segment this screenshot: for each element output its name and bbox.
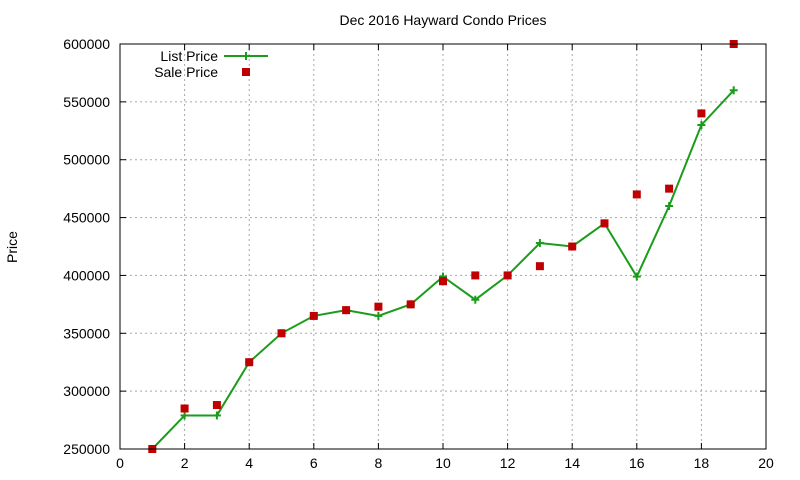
y-tick-label: 300000 (63, 383, 110, 399)
sale-price-point (212, 401, 221, 410)
list-price-point (729, 86, 738, 95)
sale-price-point (245, 358, 254, 367)
list-price-point (697, 121, 706, 129)
sale-price-point (600, 219, 609, 228)
grid-layer (120, 44, 766, 449)
sale-price-point (374, 302, 383, 311)
y-tick-label: 450000 (63, 210, 110, 226)
x-tick-label: 14 (564, 455, 580, 471)
sale-price-point (535, 262, 544, 271)
sale-price-point (180, 404, 189, 413)
x-tick-label: 12 (500, 455, 516, 471)
list-price-point (665, 202, 674, 210)
sale-price-point (439, 277, 447, 286)
sale-price-point (568, 242, 577, 251)
list-price-point (180, 411, 189, 420)
tick-layer: 0 2 4 6 8 10 12 14 16 18 20 250000 300000 350000 40000… (63, 36, 774, 471)
list-price-point (374, 311, 383, 320)
x-tick-label: 0 (116, 455, 124, 471)
list-price-point (471, 295, 480, 304)
sale-price-point (277, 329, 286, 338)
sale-price-point (342, 306, 351, 315)
legend-label: List Price (160, 48, 218, 64)
sale-price-point (665, 184, 674, 193)
x-tick-label: 10 (435, 455, 451, 471)
sale-price-point (406, 300, 415, 309)
x-tick-label: 16 (629, 455, 645, 471)
x-tick-label: 8 (375, 455, 383, 471)
list-price-point (212, 411, 221, 420)
y-tick-label: 600000 (63, 36, 110, 52)
x-tick-label: 2 (181, 455, 189, 471)
y-tick-label: 350000 (63, 325, 110, 341)
y-tick-label: 550000 (63, 94, 110, 110)
y-axis-label: Price (4, 231, 20, 263)
list-price-point (632, 272, 641, 281)
chart-title: Dec 2016 Hayward Condo Prices (340, 12, 547, 28)
y-tick-label: 500000 (63, 152, 110, 168)
x-tick-label: 20 (758, 455, 774, 471)
sale-price-point (309, 311, 318, 320)
sale-price-point (503, 271, 512, 280)
list-price-point (535, 239, 544, 248)
series-layer (148, 40, 738, 453)
y-tick-label: 250000 (63, 441, 110, 457)
legend-square-swatch (242, 68, 250, 76)
legend-plus-swatch (242, 52, 250, 60)
y-tick-label: 400000 (63, 267, 110, 283)
x-tick-label: 6 (310, 455, 318, 471)
sale-price-point (632, 190, 641, 199)
legend-label: Sale Price (154, 64, 218, 80)
sale-price-point (471, 271, 480, 280)
x-tick-label: 18 (694, 455, 710, 471)
x-tick-label: 4 (245, 455, 253, 471)
sale-price-point (697, 109, 706, 118)
